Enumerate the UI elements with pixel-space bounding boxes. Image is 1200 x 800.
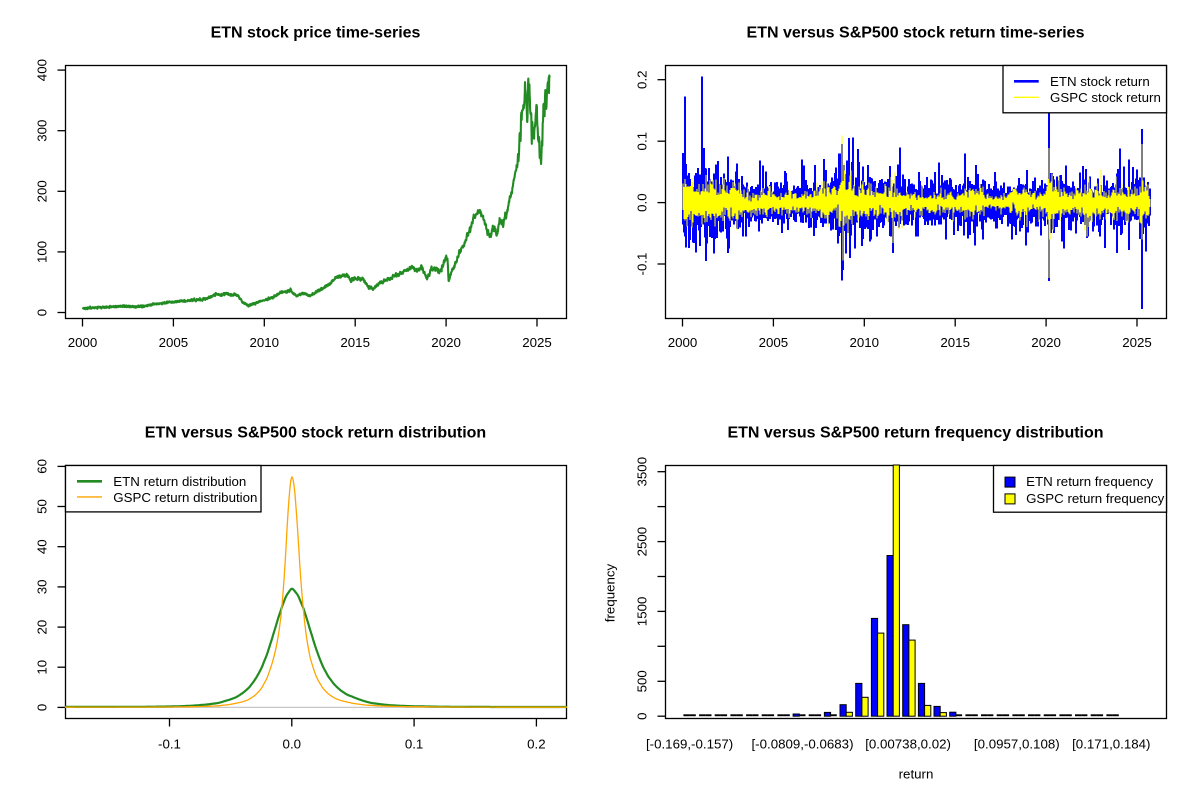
svg-text:return: return — [899, 767, 934, 782]
svg-text:[0.171,0.184): [0.171,0.184) — [1072, 737, 1150, 752]
svg-text:0.1: 0.1 — [405, 737, 424, 752]
svg-text:ETN versus S&P500 stock return: ETN versus S&P500 stock return time-seri… — [747, 25, 1085, 42]
svg-text:0.0: 0.0 — [283, 737, 302, 752]
svg-text:0: 0 — [635, 712, 650, 719]
svg-text:2010: 2010 — [850, 335, 880, 350]
svg-text:2005: 2005 — [159, 335, 189, 350]
svg-text:0.1: 0.1 — [635, 132, 650, 151]
svg-text:2025: 2025 — [1122, 335, 1152, 350]
svg-text:40: 40 — [35, 539, 50, 554]
svg-text:2015: 2015 — [340, 335, 370, 350]
svg-text:100: 100 — [35, 241, 50, 263]
svg-text:[0.00738,0.02): [0.00738,0.02) — [865, 737, 951, 752]
svg-text:0.2: 0.2 — [527, 737, 546, 752]
svg-text:ETN return frequency: ETN return frequency — [1026, 474, 1153, 489]
svg-text:60: 60 — [35, 459, 50, 474]
svg-text:ETN versus S&P500 stock return: ETN versus S&P500 stock return distribut… — [145, 425, 486, 442]
svg-text:2005: 2005 — [759, 335, 789, 350]
svg-text:0: 0 — [35, 309, 50, 316]
svg-text:-0.1: -0.1 — [158, 737, 181, 752]
svg-text:500: 500 — [635, 670, 650, 692]
svg-text:2020: 2020 — [431, 335, 461, 350]
svg-text:2000: 2000 — [668, 335, 698, 350]
svg-text:400: 400 — [35, 59, 50, 81]
svg-text:50: 50 — [35, 499, 50, 514]
svg-text:ETN stock price time-series: ETN stock price time-series — [211, 25, 421, 42]
svg-text:0.2: 0.2 — [635, 70, 650, 89]
svg-text:3500: 3500 — [635, 457, 650, 487]
svg-text:GSPC return frequency: GSPC return frequency — [1026, 491, 1165, 506]
svg-text:0.0: 0.0 — [635, 193, 650, 212]
svg-text:ETN versus S&P500 return frequ: ETN versus S&P500 return frequency distr… — [727, 425, 1103, 442]
svg-text:2020: 2020 — [1031, 335, 1061, 350]
svg-text:frequency: frequency — [603, 563, 618, 622]
svg-text:2015: 2015 — [940, 335, 970, 350]
svg-text:-0.1: -0.1 — [635, 253, 650, 276]
svg-text:200: 200 — [35, 180, 50, 202]
svg-text:[-0.0809,-0.0683): [-0.0809,-0.0683) — [751, 737, 853, 752]
svg-text:GSPC return distribution: GSPC return distribution — [113, 490, 257, 505]
svg-text:2025: 2025 — [522, 335, 552, 350]
svg-text:1500: 1500 — [635, 597, 650, 627]
svg-text:20: 20 — [35, 620, 50, 635]
svg-text:[0.0957,0.108): [0.0957,0.108) — [974, 737, 1060, 752]
svg-text:300: 300 — [35, 120, 50, 142]
svg-text:2010: 2010 — [250, 335, 280, 350]
svg-text:2000: 2000 — [68, 335, 98, 350]
svg-text:10: 10 — [35, 660, 50, 675]
svg-text:[-0.169,-0.157): [-0.169,-0.157) — [646, 737, 733, 752]
svg-text:ETN stock return: ETN stock return — [1050, 74, 1150, 89]
svg-text:GSPC stock return: GSPC stock return — [1050, 90, 1161, 105]
svg-text:ETN return distribution: ETN return distribution — [113, 474, 246, 489]
svg-text:30: 30 — [35, 580, 50, 595]
svg-text:0: 0 — [35, 704, 50, 711]
svg-text:2500: 2500 — [635, 527, 650, 557]
